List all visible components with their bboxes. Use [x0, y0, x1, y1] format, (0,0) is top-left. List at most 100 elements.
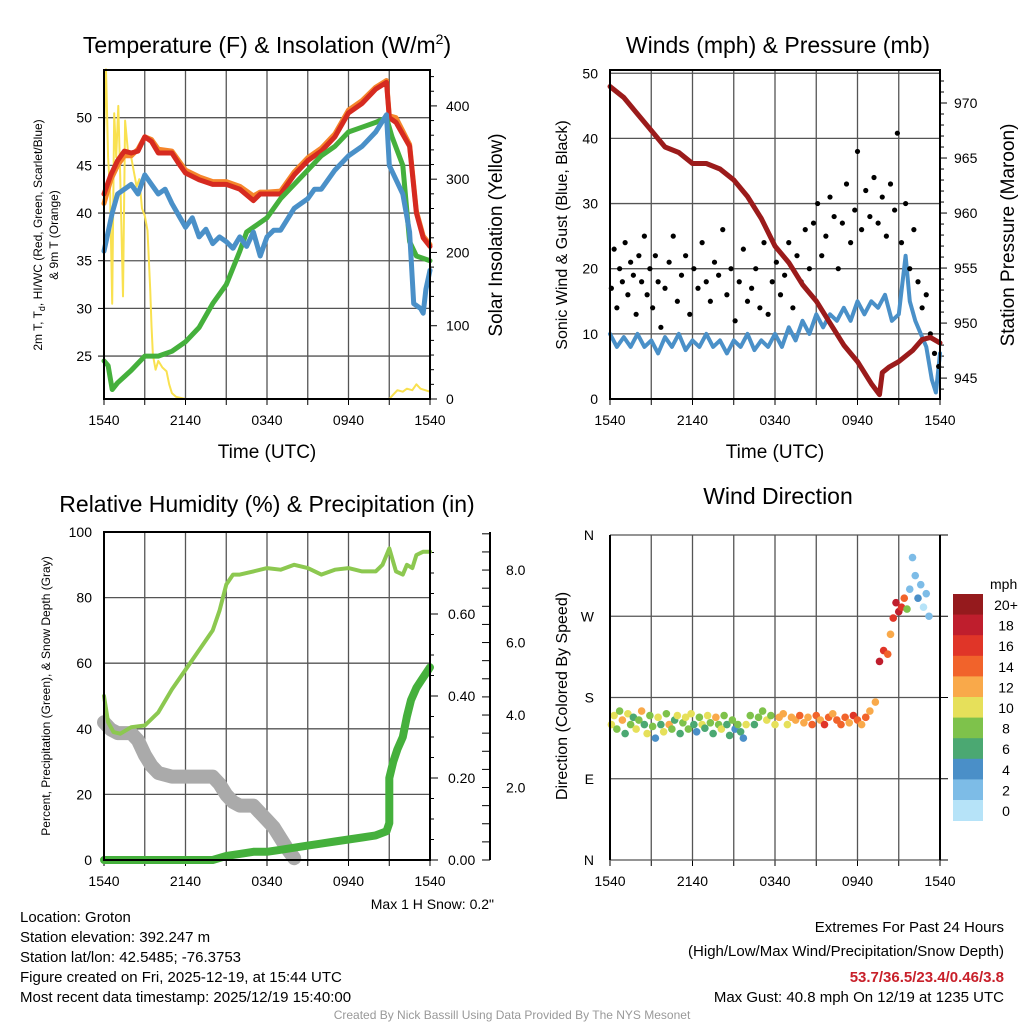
series-solar — [103, 68, 431, 400]
gust-point — [655, 279, 661, 285]
temperature-title: Temperature (F) & Insolation (W/m2) — [83, 31, 451, 58]
direction-point — [841, 713, 849, 722]
gust-point — [625, 292, 631, 298]
x-tick-label: 1540 — [88, 412, 119, 428]
gust-point — [699, 240, 705, 246]
gust-point — [736, 279, 742, 285]
gust-point — [652, 253, 658, 259]
gust-point — [790, 305, 796, 311]
winds-plot: 1540 2140 0340 0940 1540 0 10 20 30 40 50 945 950 955… — [582, 65, 977, 428]
y2-tick-label: 200 — [446, 244, 470, 260]
direction-point — [643, 729, 651, 738]
precip-tick-label: 0.40 — [448, 688, 475, 704]
y-tick-label: 35 — [76, 253, 92, 269]
direction-point — [857, 720, 866, 729]
x-tick-label: 1540 — [414, 412, 445, 428]
direction-point — [771, 720, 779, 729]
gust-point — [639, 279, 645, 285]
solar-ylabel: Solar Insolation (Yellow) — [486, 133, 507, 336]
y-tick-label: N — [584, 852, 594, 868]
legend-label: 10 — [998, 700, 1014, 716]
direction-point — [871, 698, 880, 706]
direction-point — [709, 729, 717, 738]
gust-point — [835, 266, 841, 272]
direction-point — [618, 716, 627, 724]
y-tick-label: 80 — [76, 590, 92, 606]
gust-point — [786, 240, 792, 246]
legend-swatch — [953, 697, 983, 718]
gust-point — [695, 285, 701, 291]
wind-direction-ylabel: Direction (Colored By Speed) — [554, 592, 571, 800]
direction-point — [889, 614, 898, 622]
legend-title: mph — [990, 576, 1017, 592]
gust-point — [927, 331, 933, 337]
legend-swatch — [953, 800, 983, 821]
direction-point — [615, 707, 624, 715]
direction-point — [635, 716, 643, 724]
gust-point — [724, 292, 730, 298]
direction-point — [905, 585, 914, 593]
gust-point — [633, 311, 639, 317]
gust-point — [903, 200, 909, 207]
y-tick-label: 10 — [582, 326, 598, 342]
direction-point — [717, 725, 726, 733]
gust-point — [728, 266, 734, 272]
direction-point — [681, 713, 690, 722]
y2-tick-label: 300 — [446, 171, 470, 187]
direction-point — [883, 650, 892, 658]
gust-point — [765, 311, 771, 317]
direction-point — [695, 713, 704, 722]
x-tick-label: 0340 — [251, 873, 282, 889]
direction-point — [754, 713, 763, 722]
credit-text: Created By Nick Bassill Using Data Provi… — [334, 1008, 691, 1022]
gust-point — [674, 298, 680, 304]
gust-point — [611, 246, 617, 252]
gust-point — [678, 272, 685, 278]
y-tick-label: W — [581, 608, 595, 624]
temperature-ylabel: 2m T, Td, HI/WC (Red, Green, Scarlet/Blu… — [31, 119, 47, 350]
gust-point — [843, 181, 850, 187]
gust-point — [761, 240, 767, 246]
gust-point — [823, 233, 829, 239]
direction-point — [866, 707, 874, 715]
gust-point — [894, 130, 900, 136]
gust-point — [887, 181, 894, 187]
gust-point — [740, 246, 746, 252]
y-tick-label: 0 — [84, 852, 92, 868]
direction-point — [903, 605, 911, 613]
winds-title: Winds (mph) & Pressure (mb) — [626, 32, 930, 58]
legend-label: 14 — [998, 659, 1014, 675]
y-tick-label: 0 — [590, 391, 598, 407]
gust-point — [662, 285, 668, 291]
gust-point — [720, 227, 726, 233]
direction-point — [911, 571, 920, 580]
direction-point — [701, 724, 709, 732]
y-tick-label: 100 — [69, 524, 93, 540]
gust-point — [806, 266, 812, 272]
y-tick-label: 25 — [76, 348, 92, 364]
pressure-ylabel: Station Pressure (Maroon) — [998, 124, 1019, 347]
y-tick-label: 45 — [76, 157, 92, 173]
gust-point — [810, 220, 817, 226]
gust-point — [636, 253, 642, 259]
series-precipitation — [100, 663, 434, 864]
temperature-ylabel-2: & 9m T (Orange) — [47, 190, 61, 280]
y2-tick-label: 400 — [446, 98, 470, 114]
gust-point — [630, 272, 636, 278]
y-tick-label: 60 — [76, 655, 92, 671]
gust-point — [644, 292, 650, 298]
temperature-plot: 1540 2140 0340 0940 1540 25 30 35 40 45 50 0 100 200 3… — [76, 68, 470, 428]
legend-label: 12 — [998, 679, 1014, 695]
legend-swatch — [953, 655, 983, 677]
latlon-text: Station lat/lon: 42.5485; -76.3753 — [20, 949, 241, 966]
legend-swatch — [953, 614, 983, 636]
direction-point — [687, 709, 695, 718]
x-tick-label: 0340 — [251, 412, 282, 428]
direction-point — [736, 728, 745, 736]
gust-point — [744, 298, 751, 304]
direction-point — [750, 720, 759, 729]
direction-point — [720, 711, 728, 720]
direction-point — [925, 612, 933, 621]
x-tick-label: 0940 — [333, 873, 364, 889]
gust-point — [931, 350, 938, 356]
